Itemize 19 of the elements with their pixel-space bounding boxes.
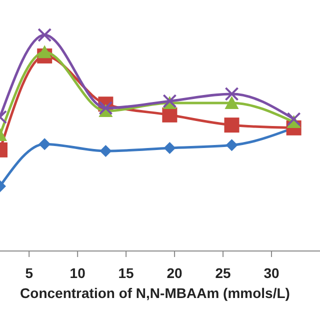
point [38, 138, 51, 150]
point [38, 45, 52, 58]
x-tick-label: 10 [70, 265, 86, 281]
x-tick-label: 20 [166, 265, 183, 281]
point [226, 139, 238, 152]
x-tick-label: 25 [215, 265, 232, 281]
point [224, 86, 239, 101]
point [38, 28, 52, 42]
point [224, 118, 240, 133]
point [100, 144, 112, 157]
x-axis-title: Concentration of N,N-MBAAm (mmols/L) [20, 285, 290, 301]
x-tick-label: 30 [264, 265, 280, 281]
point [98, 101, 113, 116]
point [162, 107, 178, 122]
point [164, 142, 176, 154]
x-tick-label: 5 [25, 265, 34, 281]
point [286, 112, 301, 126]
point [224, 96, 239, 110]
x-tick-label: 15 [118, 265, 134, 281]
